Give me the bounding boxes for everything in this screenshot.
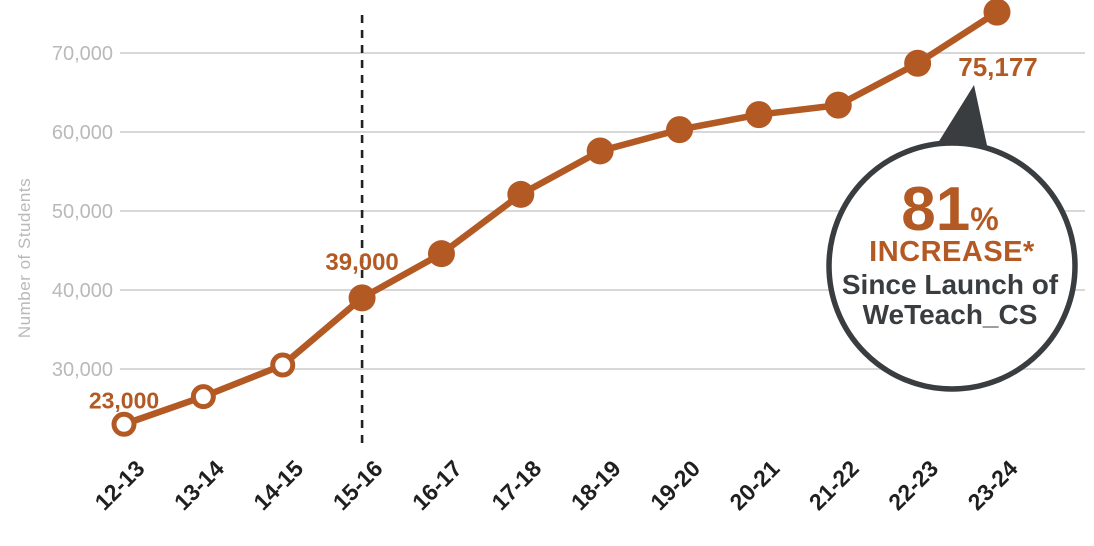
callout-percent-number: 81: [901, 175, 970, 244]
callout-bubble: 81% INCREASE* Since Launch of WeTeach_CS: [826, 85, 1078, 392]
data-value-label: 75,177: [958, 52, 1038, 82]
data-point: [983, 0, 1011, 26]
series-layer: [111, 0, 1011, 437]
y-axis-title: Number of Students: [15, 178, 34, 338]
annotation-layer: 23,000 39,000 75,177: [89, 52, 1038, 413]
data-point: [745, 101, 773, 129]
x-tick-label: 18-19: [566, 455, 626, 515]
data-point: [507, 180, 535, 208]
data-point: [666, 116, 694, 144]
data-point-open: [190, 384, 216, 410]
x-tick-label: 17-18: [486, 455, 546, 515]
x-tick-label: 13-14: [169, 455, 229, 515]
callout-circle: [826, 140, 1078, 392]
x-tick-label: 23-24: [963, 455, 1023, 515]
data-point: [427, 240, 455, 268]
y-tick-label: 70,000: [52, 43, 113, 65]
x-tick-label: 15-16: [328, 455, 388, 515]
y-tick-label: 40,000: [52, 280, 113, 302]
callout-pointer-icon: [931, 85, 988, 154]
x-tick-label: 14-15: [248, 455, 308, 515]
x-tick-label: 19-20: [645, 455, 705, 515]
data-point: [348, 284, 376, 312]
y-tick-label: 60,000: [52, 122, 113, 144]
data-point: [824, 91, 852, 119]
data-point-open: [270, 352, 296, 378]
data-point: [586, 137, 614, 165]
x-tick-label: 12-13: [90, 455, 150, 515]
x-tick-label: 20-21: [724, 455, 784, 515]
x-tick-label: 22-23: [883, 455, 943, 515]
x-tick-label: 21-22: [804, 455, 864, 515]
trend-line: [120, 8, 1001, 428]
y-tick-label: 30,000: [52, 359, 113, 381]
callout-since-launch-label: Since Launch of: [842, 269, 1059, 300]
x-tick-label: 16-17: [407, 455, 467, 515]
data-point-open: [111, 411, 137, 437]
callout-percent: 81%: [901, 175, 998, 244]
data-point: [904, 49, 932, 77]
callout-increase-label: INCREASE*: [869, 236, 1035, 268]
callout-percent-sign: %: [970, 201, 998, 237]
callout-program-name: WeTeach_CS: [863, 299, 1038, 330]
y-tick-label: 50,000: [52, 201, 113, 223]
data-value-label: 23,000: [89, 387, 159, 413]
data-value-label: 39,000: [325, 249, 398, 276]
